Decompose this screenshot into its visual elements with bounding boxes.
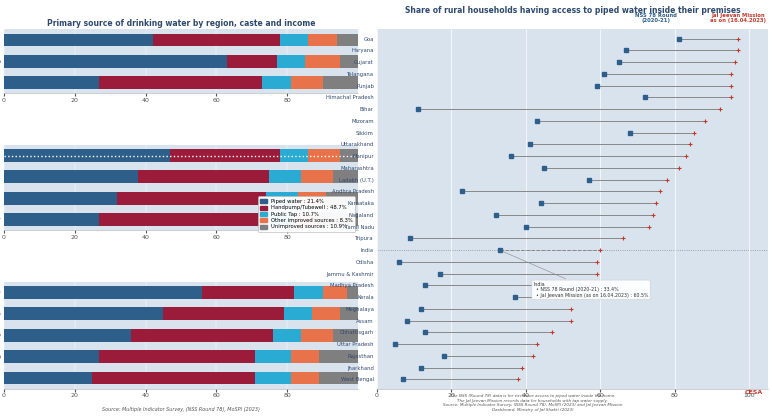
Bar	[309, 149, 340, 162]
Bar	[280, 149, 309, 162]
Bar	[4, 55, 227, 68]
Bar	[117, 192, 266, 205]
Bar	[131, 329, 273, 342]
Bar	[138, 171, 269, 184]
Bar	[273, 329, 301, 342]
Legend: Piped water : 21.4%, Handpump/Tubewell : 48.7%, Public Tap : 10.7%, Other improv: Piped water : 21.4%, Handpump/Tubewell :…	[258, 196, 355, 232]
Bar	[4, 192, 117, 205]
Bar	[294, 286, 323, 299]
Bar	[309, 33, 337, 46]
Bar	[4, 329, 131, 342]
Bar	[291, 76, 323, 89]
Bar	[319, 350, 358, 363]
Bar	[334, 171, 358, 184]
Bar	[298, 192, 326, 205]
Bar	[153, 33, 280, 46]
Bar	[326, 192, 358, 205]
Bar	[323, 286, 347, 299]
Bar	[100, 350, 256, 363]
Bar	[294, 213, 316, 226]
Text: NSS 78 Round
(2020-21): NSS 78 Round (2020-21)	[635, 13, 677, 23]
Text: Primary source of drinking water by region, caste and income: Primary source of drinking water by regi…	[47, 19, 316, 28]
Bar	[256, 350, 291, 363]
Bar	[337, 33, 358, 46]
Bar	[340, 55, 358, 68]
Title: Share of rural households having access to piped water inside their premises: Share of rural households having access …	[405, 5, 740, 15]
Text: CESA: CESA	[744, 390, 763, 395]
Bar	[100, 213, 266, 226]
Text: Source: Multiple Indicator Survey, (NSS Round 78), MoSPI (2023): Source: Multiple Indicator Survey, (NSS …	[103, 407, 260, 412]
Bar	[227, 55, 276, 68]
Bar	[340, 307, 358, 320]
Bar	[4, 350, 100, 363]
Bar	[323, 76, 358, 89]
Bar	[283, 307, 312, 320]
Bar	[266, 213, 294, 226]
Bar	[256, 372, 291, 385]
Bar	[4, 372, 93, 385]
Bar	[301, 329, 334, 342]
Bar	[262, 76, 291, 89]
Bar	[305, 55, 340, 68]
Bar	[280, 33, 309, 46]
Text: Jal Jeevan Mission
as on (16.04.2023): Jal Jeevan Mission as on (16.04.2023)	[710, 13, 767, 23]
Bar	[4, 307, 163, 320]
Bar	[4, 149, 171, 162]
Text: The NSS (Round 78) data is for exclusive access to piped water inside the home.
: The NSS (Round 78) data is for exclusive…	[443, 394, 622, 412]
Bar	[312, 307, 340, 320]
Bar	[163, 307, 283, 320]
Bar	[276, 55, 305, 68]
Bar	[4, 33, 153, 46]
Bar	[347, 286, 358, 299]
Bar	[202, 286, 294, 299]
Bar	[316, 213, 358, 226]
Bar	[4, 171, 138, 184]
Bar	[171, 149, 280, 162]
Bar	[291, 350, 319, 363]
Text: India
  • NSS 78 Round (2020-21) : 33.4%
  • Jal Jeevan Mission (as on 16.04.202: India • NSS 78 Round (2020-21) : 33.4% •…	[503, 251, 648, 298]
Bar	[93, 372, 256, 385]
Bar	[319, 372, 358, 385]
Bar	[4, 76, 100, 89]
Bar	[4, 286, 202, 299]
Bar	[334, 329, 358, 342]
Bar	[100, 76, 262, 89]
Bar	[301, 171, 334, 184]
Bar	[266, 192, 298, 205]
Bar	[291, 372, 319, 385]
Bar	[340, 149, 358, 162]
Bar	[4, 213, 100, 226]
Bar	[269, 171, 301, 184]
